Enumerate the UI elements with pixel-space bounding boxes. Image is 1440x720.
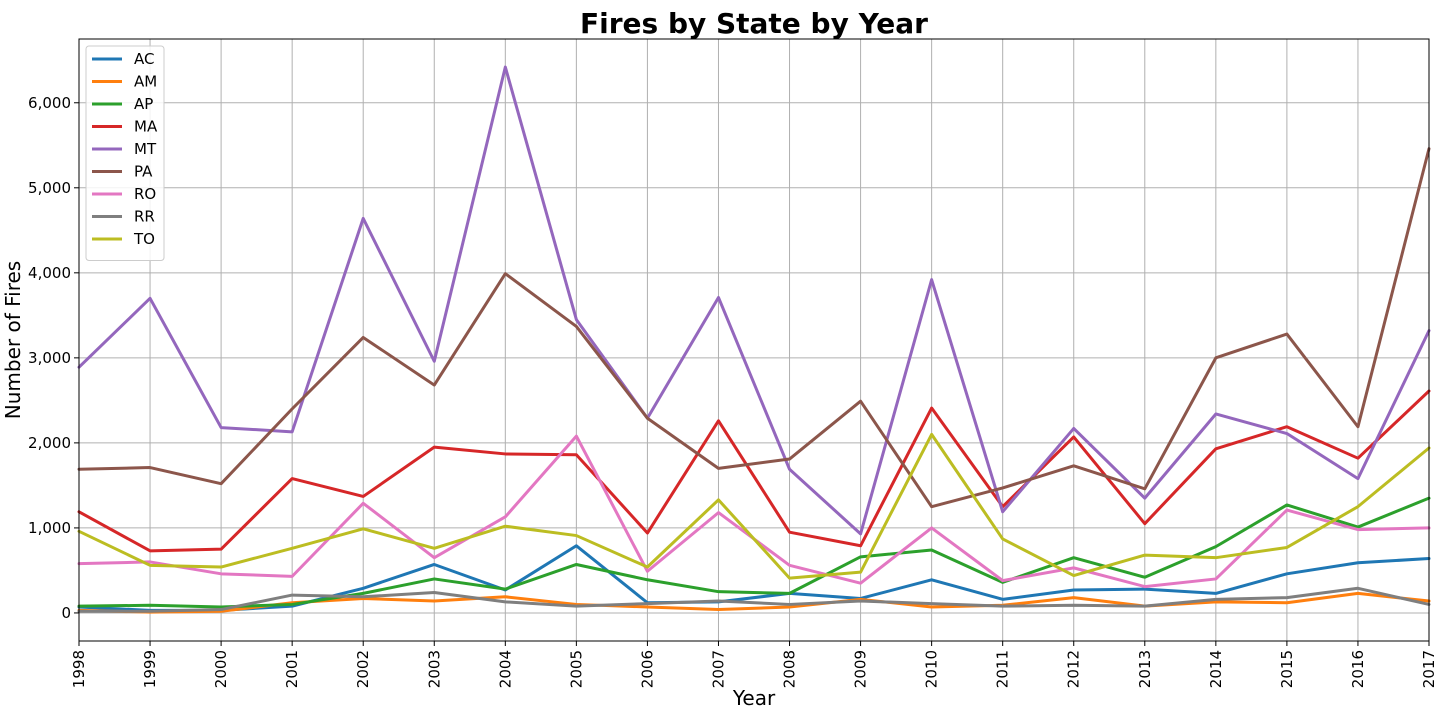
legend-label: RR — [134, 208, 155, 226]
legend-label: MT — [134, 140, 157, 158]
x-tick-label: 2014 — [1207, 650, 1225, 688]
x-tick-label: 2006 — [638, 650, 656, 688]
grid-lines — [78, 39, 1430, 641]
y-tick-label: 4,000 — [28, 264, 71, 282]
legend-box — [85, 45, 165, 261]
series-line-pa — [77, 147, 1431, 509]
x-tick-label: 1999 — [141, 650, 159, 688]
x-tick-label: 2008 — [781, 650, 799, 688]
legend-label: TO — [133, 230, 155, 248]
legend-label: PA — [134, 163, 153, 181]
y-tick-label: 2,000 — [28, 434, 71, 452]
y-tick-label: 5,000 — [28, 179, 71, 197]
y-tick-label: 6,000 — [28, 94, 71, 112]
x-tick-label: 2012 — [1065, 650, 1083, 688]
x-tick-label: 2017 — [1420, 650, 1438, 688]
y-axis-label: Number of Fires — [1, 261, 25, 419]
x-tick-label: 1998 — [70, 650, 88, 688]
x-tick-label: 2009 — [852, 650, 870, 688]
x-tick-label: 2001 — [283, 650, 301, 688]
x-axis-ticks: 1998 1999 2000 2001 2002 2003 2004 2005 2006 2007… — [70, 641, 1438, 688]
y-tick-label: 3,000 — [28, 349, 71, 367]
y-tick-label: 1,000 — [28, 519, 71, 537]
legend-label: AP — [134, 95, 153, 113]
x-tick-label: 2005 — [567, 650, 585, 688]
y-tick-label: 0 — [61, 604, 71, 622]
x-tick-label: 2015 — [1278, 650, 1296, 688]
series-line-ma — [77, 389, 1431, 553]
plot-frame — [78, 38, 1430, 642]
y-axis-ticks: 0 1,000 2,000 3,000 4,000 5,000 6,000 — [28, 94, 79, 622]
legend: AC AM AP MA MT PA RO RR TO — [85, 45, 165, 261]
series-lines — [77, 65, 1431, 614]
series-line-ap — [77, 496, 1431, 609]
chart-title: Fires by State by Year — [580, 7, 928, 40]
legend-label: RO — [134, 185, 156, 203]
legend-label: MA — [134, 118, 158, 136]
x-tick-label: 2016 — [1349, 650, 1367, 688]
x-tick-label: 2000 — [212, 650, 230, 688]
series-line-to — [77, 432, 1431, 580]
x-tick-label: 2004 — [496, 650, 514, 688]
series-line-ro — [77, 434, 1431, 589]
series-line-rr — [77, 586, 1431, 613]
x-tick-label: 2007 — [709, 650, 727, 688]
x-axis-label: Year — [732, 686, 776, 710]
x-tick-label: 2013 — [1136, 650, 1154, 688]
legend-label: AM — [134, 73, 157, 91]
x-tick-label: 2002 — [354, 650, 372, 688]
x-tick-label: 2003 — [425, 650, 443, 688]
legend-label: AC — [134, 50, 154, 68]
x-tick-label: 2010 — [923, 650, 941, 688]
x-tick-label: 2011 — [994, 650, 1012, 688]
